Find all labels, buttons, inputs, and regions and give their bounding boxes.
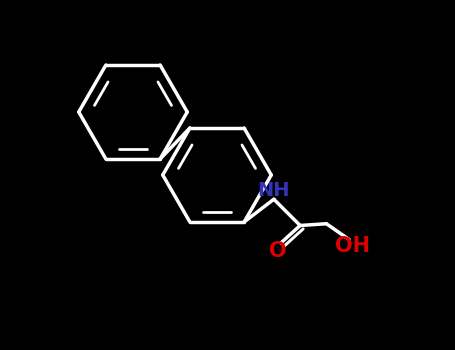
Text: OH: OH xyxy=(335,236,370,256)
Text: NH: NH xyxy=(258,181,290,200)
Text: O: O xyxy=(268,241,286,261)
